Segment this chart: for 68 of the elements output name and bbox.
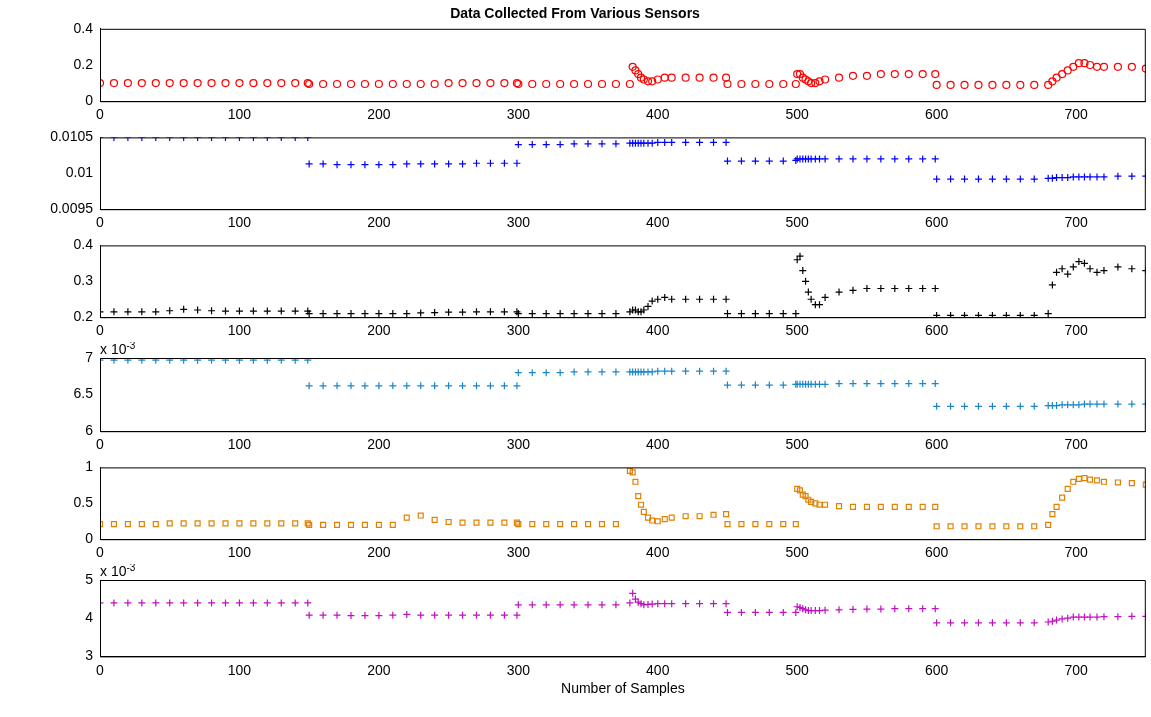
x-tick-label: 300 bbox=[506, 436, 531, 453]
x-tick-label: 700 bbox=[1064, 322, 1088, 339]
y-tick-label: 4 bbox=[85, 609, 94, 626]
x-tick-label: 200 bbox=[367, 661, 391, 678]
x-tick-label: 600 bbox=[924, 436, 949, 453]
y-tick-label: 0 bbox=[85, 530, 94, 547]
x-tick-label: 600 bbox=[924, 322, 949, 339]
x-tick-label: 200 bbox=[367, 106, 391, 123]
x-tick-label: 0 bbox=[96, 544, 105, 561]
x-tick-label: 500 bbox=[785, 322, 810, 339]
x-tick-label: 400 bbox=[646, 214, 670, 231]
x-tick-label: 200 bbox=[367, 436, 391, 453]
x-tick-label: 0 bbox=[96, 214, 105, 231]
x-tick-label: 100 bbox=[227, 544, 252, 561]
x-axis-title: Number of Samples bbox=[561, 680, 685, 697]
y-tick-label: 6 bbox=[85, 422, 94, 439]
x-tick-label: 100 bbox=[227, 322, 252, 339]
y-tick-label: 7 bbox=[85, 348, 94, 365]
y-tick-label: 0.0105 bbox=[50, 128, 94, 145]
x-tick-label: 0 bbox=[96, 661, 105, 678]
x-tick-label: 700 bbox=[1064, 661, 1088, 678]
x-tick-label: 700 bbox=[1064, 214, 1088, 231]
x-tick-label: 600 bbox=[924, 106, 949, 123]
x-tick-label: 400 bbox=[646, 106, 670, 123]
x-tick-label: 500 bbox=[785, 106, 810, 123]
x-tick-label: 300 bbox=[506, 322, 531, 339]
y-tick-label: 0.3 bbox=[73, 272, 94, 289]
y-tick-label: 5 bbox=[85, 570, 94, 587]
x-tick-label: 100 bbox=[227, 661, 252, 678]
y-tick-label: 0.0095 bbox=[50, 200, 94, 217]
x-tick-label: 200 bbox=[367, 214, 391, 231]
x-tick-label: 500 bbox=[785, 436, 810, 453]
x-tick-label: 400 bbox=[646, 436, 670, 453]
x-tick-label: 300 bbox=[506, 106, 531, 123]
x-tick-label: 600 bbox=[924, 214, 949, 231]
x-tick-label: 200 bbox=[367, 322, 391, 339]
x-tick-label: 400 bbox=[646, 661, 670, 678]
x-tick-label: 100 bbox=[227, 106, 252, 123]
x-tick-label: 600 bbox=[924, 544, 949, 561]
y-tick-label: 0.4 bbox=[73, 19, 94, 36]
x-tick-label: 500 bbox=[785, 544, 810, 561]
x-tick-label: 500 bbox=[785, 661, 810, 678]
x-tick-label: 100 bbox=[227, 214, 252, 231]
y-tick-label: 0 bbox=[85, 92, 94, 109]
x-tick-label: 0 bbox=[96, 106, 105, 123]
x-tick-label: 300 bbox=[506, 214, 531, 231]
x-tick-label: 300 bbox=[506, 544, 531, 561]
x-tick-label: 400 bbox=[646, 544, 670, 561]
x-tick-label: 700 bbox=[1064, 436, 1088, 453]
chart-title: Data Collected From Various Sensors bbox=[450, 5, 701, 22]
x-tick-label: 0 bbox=[96, 322, 105, 339]
x-tick-label: 300 bbox=[506, 661, 531, 678]
y-tick-label: 1 bbox=[85, 458, 94, 475]
y-tick-label: 0.2 bbox=[73, 308, 94, 325]
x-tick-label: 700 bbox=[1064, 106, 1088, 123]
x-tick-label: 600 bbox=[924, 661, 949, 678]
x-tick-label: 500 bbox=[785, 214, 810, 231]
y-tick-label: 3 bbox=[85, 647, 94, 664]
x-tick-label: 700 bbox=[1064, 544, 1088, 561]
x-tick-label: 400 bbox=[646, 322, 670, 339]
y-tick-label: 0.2 bbox=[73, 55, 94, 72]
x-tick-label: 100 bbox=[227, 436, 252, 453]
y-tick-label: 0.5 bbox=[73, 494, 94, 511]
x-tick-label: 200 bbox=[367, 544, 391, 561]
x-tick-label: 0 bbox=[96, 436, 105, 453]
y-tick-label: 0.01 bbox=[65, 164, 94, 181]
y-tick-label: 0.4 bbox=[73, 236, 94, 253]
y-tick-label: 6.5 bbox=[73, 385, 94, 402]
